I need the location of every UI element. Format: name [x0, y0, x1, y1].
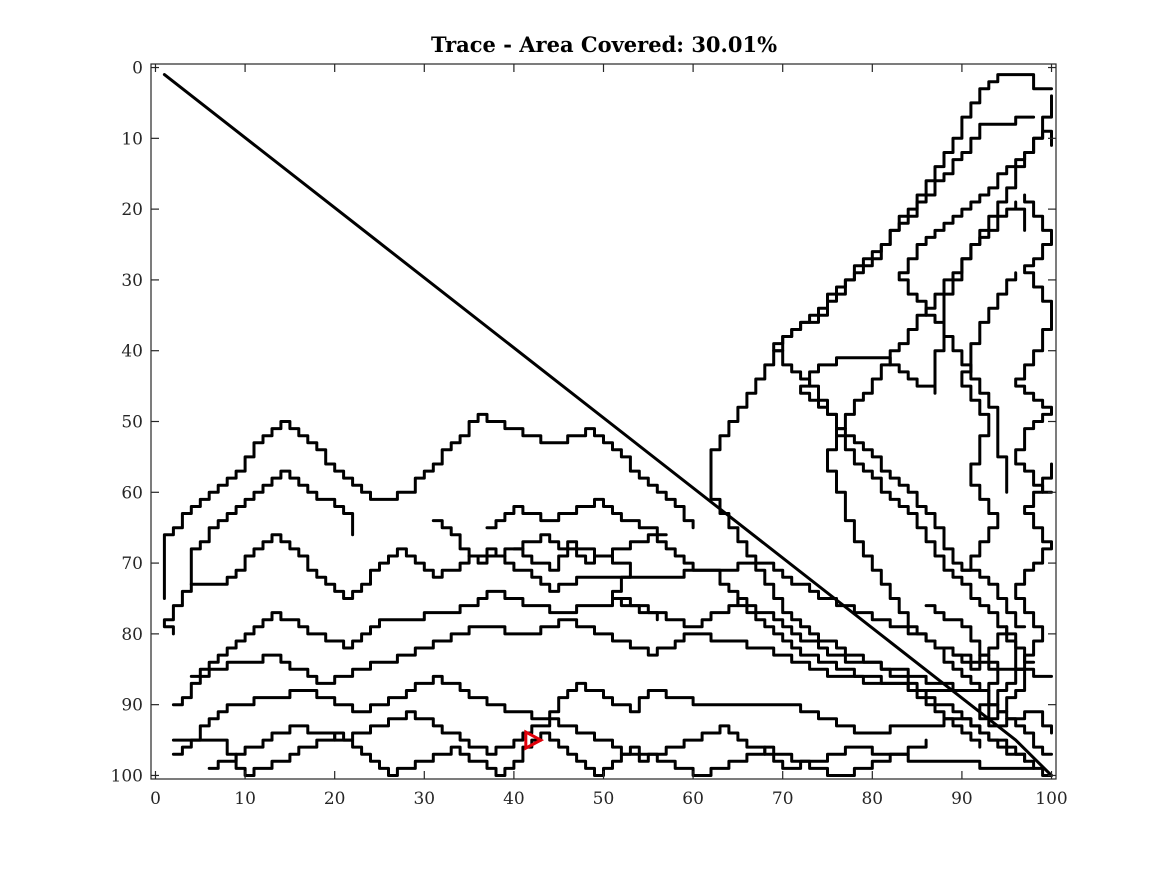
trace-segment — [189, 469, 355, 586]
trace-segment — [485, 497, 668, 537]
y-axis: 0 10 20 30 40 50 60 70 80 90 100 — [111, 59, 1056, 786]
x-tick-label: 30 — [413, 789, 435, 809]
y-tick-label: 0 — [132, 59, 143, 79]
y-tick-label: 10 — [121, 129, 143, 149]
x-tick-label: 40 — [503, 789, 525, 809]
trace-segment — [942, 625, 1053, 735]
trace-segment — [709, 73, 1053, 777]
x-tick-label: 50 — [593, 789, 615, 809]
trace-segment — [799, 200, 1027, 629]
trace-segment — [162, 533, 991, 692]
y-tick-label: 30 — [121, 271, 143, 291]
y-tick-label: 50 — [121, 413, 143, 433]
position-marker-group — [524, 729, 545, 751]
trace-segment — [171, 674, 1027, 763]
trace-segment — [162, 73, 1053, 777]
trace-segment — [162, 412, 695, 600]
x-axis: 0 10 20 30 40 50 60 70 80 90 100 — [150, 64, 1068, 809]
trace-path-group — [162, 73, 1053, 777]
trace-segment — [960, 271, 1018, 572]
trace-segment — [1014, 193, 1053, 494]
trace-segment — [189, 589, 964, 692]
x-tick-label: 100 — [1035, 789, 1067, 809]
y-tick-label: 40 — [121, 342, 143, 362]
y-tick-label: 80 — [121, 625, 143, 645]
x-tick-label: 80 — [861, 789, 883, 809]
x-tick-label: 90 — [951, 789, 973, 809]
y-tick-label: 70 — [121, 554, 143, 574]
x-tick-label: 20 — [324, 789, 346, 809]
x-tick-label: 70 — [772, 789, 794, 809]
x-tick-label: 60 — [682, 789, 704, 809]
trace-segment — [171, 618, 982, 749]
x-tick-label: 0 — [150, 789, 161, 809]
x-tick-label: 10 — [234, 789, 256, 809]
y-tick-label: 20 — [121, 200, 143, 220]
trace-segment — [897, 129, 1053, 494]
trace-segment — [512, 540, 659, 622]
trace-segment — [772, 115, 1036, 664]
y-tick-label: 100 — [111, 766, 143, 786]
position-marker-icon — [524, 729, 545, 751]
chart-title: Trace - Area Covered: 30.01% — [431, 32, 777, 57]
y-tick-label: 90 — [121, 696, 143, 716]
plot-area — [150, 63, 1057, 780]
y-tick-label: 60 — [121, 483, 143, 503]
